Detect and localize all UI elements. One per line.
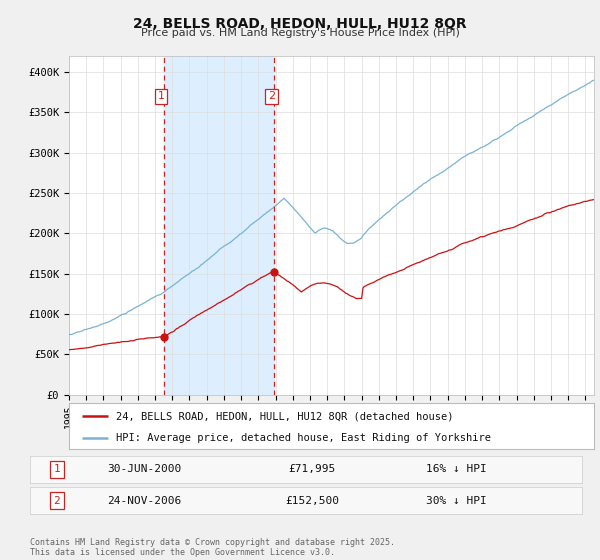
Text: 1: 1 bbox=[53, 464, 61, 474]
Text: 24-NOV-2006: 24-NOV-2006 bbox=[107, 496, 181, 506]
Text: Price paid vs. HM Land Registry's House Price Index (HPI): Price paid vs. HM Land Registry's House … bbox=[140, 28, 460, 38]
Text: HPI: Average price, detached house, East Riding of Yorkshire: HPI: Average price, detached house, East… bbox=[116, 433, 491, 442]
Text: 2: 2 bbox=[268, 91, 275, 101]
Text: 24, BELLS ROAD, HEDON, HULL, HU12 8QR: 24, BELLS ROAD, HEDON, HULL, HU12 8QR bbox=[133, 17, 467, 31]
Text: 30% ↓ HPI: 30% ↓ HPI bbox=[425, 496, 487, 506]
Text: 24, BELLS ROAD, HEDON, HULL, HU12 8QR (detached house): 24, BELLS ROAD, HEDON, HULL, HU12 8QR (d… bbox=[116, 411, 454, 421]
Text: 30-JUN-2000: 30-JUN-2000 bbox=[107, 464, 181, 474]
Text: Contains HM Land Registry data © Crown copyright and database right 2025.
This d: Contains HM Land Registry data © Crown c… bbox=[30, 538, 395, 557]
Text: 16% ↓ HPI: 16% ↓ HPI bbox=[425, 464, 487, 474]
Bar bbox=[164, 56, 274, 395]
Text: 2: 2 bbox=[53, 496, 61, 506]
Text: £152,500: £152,500 bbox=[285, 496, 339, 506]
Text: £71,995: £71,995 bbox=[289, 464, 335, 474]
Text: 1: 1 bbox=[158, 91, 164, 101]
